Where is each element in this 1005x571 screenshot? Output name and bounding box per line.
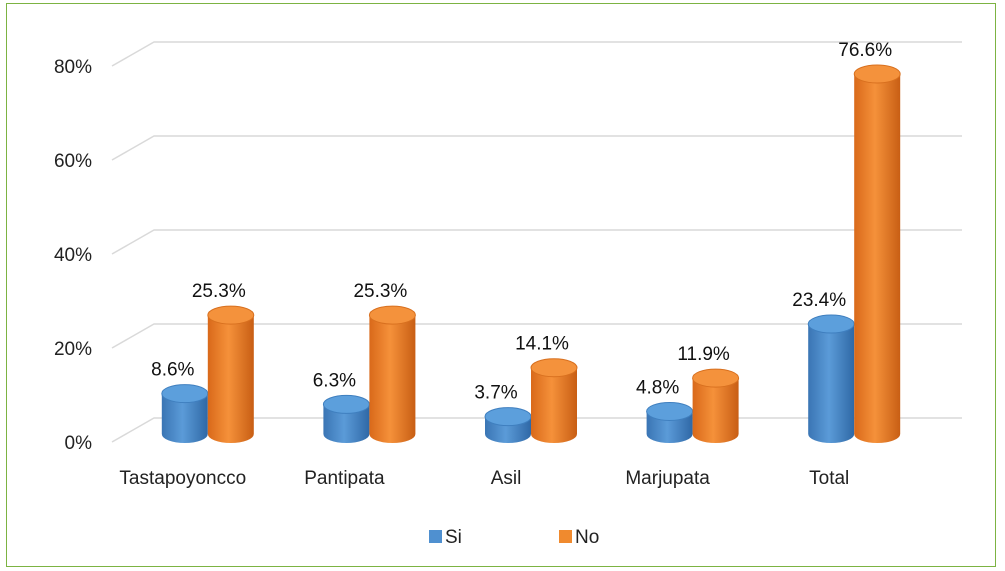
legend-item-no: No [559, 527, 599, 548]
chart-frame [6, 3, 996, 567]
data-label: 8.6% [151, 360, 194, 381]
data-label: 25.3% [192, 281, 246, 302]
gridline [111, 41, 962, 67]
category-label: Pantipata [304, 468, 385, 489]
legend-swatch [559, 530, 572, 543]
bar-si-marjupata [646, 401, 694, 443]
data-label: 4.8% [636, 377, 679, 398]
data-label: 25.3% [353, 281, 407, 302]
data-label: 23.4% [792, 290, 846, 311]
category-label: Total [809, 468, 849, 489]
data-label: 6.3% [313, 370, 356, 391]
bar-no-pantipata [368, 305, 416, 443]
data-label: 76.6% [838, 40, 892, 61]
y-tick-label: 80% [54, 57, 92, 78]
legend-swatch [429, 530, 442, 543]
category-label: Marjupata [625, 468, 710, 489]
bar-no-marjupata [692, 368, 740, 443]
bar-si-tastapoyoncco [161, 384, 209, 443]
legend-label: No [575, 527, 599, 548]
y-tick-label: 20% [54, 339, 92, 360]
legend-item-si: Si [429, 527, 462, 548]
bar-no-asil [530, 358, 578, 443]
data-label: 11.9% [677, 344, 730, 365]
category-label: Tastapoyoncco [119, 468, 246, 489]
bar-si-pantipata [322, 394, 370, 443]
y-tick-label: 60% [54, 151, 92, 172]
bar-no-tastapoyoncco [207, 305, 255, 443]
data-label: 3.7% [474, 383, 517, 404]
y-tick-label: 40% [54, 245, 92, 266]
gridline [111, 135, 962, 161]
legend-label: Si [445, 527, 462, 548]
data-label: 14.1% [515, 334, 569, 355]
bar-si-total [807, 314, 855, 443]
bar-si-asil [484, 407, 532, 443]
bar-no-total [853, 64, 901, 443]
y-tick-label: 0% [65, 433, 93, 454]
gridline [111, 323, 962, 349]
gridline [111, 229, 962, 255]
category-label: Asil [491, 468, 522, 489]
